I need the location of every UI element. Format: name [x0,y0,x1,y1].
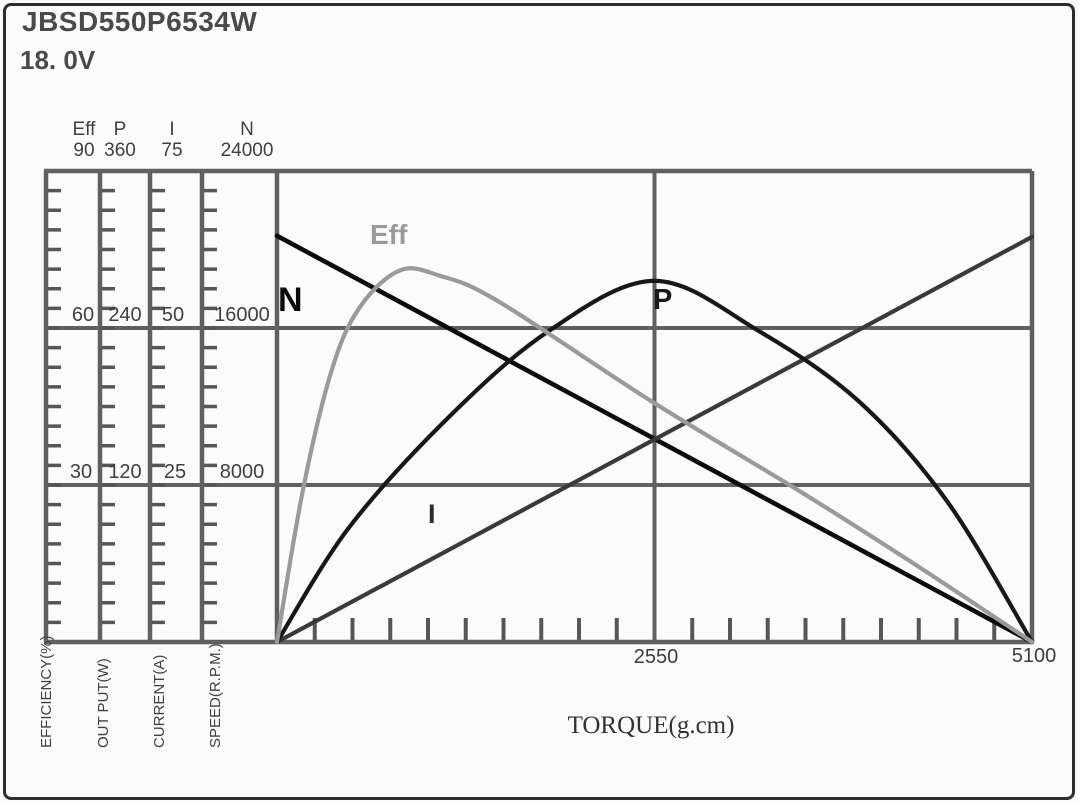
axis-unit-current: CURRENT(A) [151,654,168,748]
curve-label-speed: N [278,281,303,319]
axis-header-speed: N 24000 [202,119,292,161]
axis-header-power: P 360 [75,119,165,161]
axis-name-eff: Eff [72,119,96,140]
axis-name-n: N [240,119,254,140]
curve-i [274,234,1035,645]
tick-label-i-25: 25 [163,461,187,483]
curve-label-efficiency: Eff [370,219,408,250]
axis-header-efficiency: Eff 90 [39,119,129,161]
x-tick-label-2550: 2550 [633,646,679,668]
tick-label-n-16000: 16000 [214,304,270,326]
rated-voltage: 18. 0V [20,45,96,75]
tick-label-eff-60: 60 [71,304,95,326]
axis-header-current: I 75 [127,119,217,161]
axis-unit-speed: SPEED(R.P.M.) [207,643,224,748]
axis-unit-output: OUT PUT(W) [95,658,112,748]
tick-label-i-50: 50 [161,304,185,326]
axis-unit-efficiency: EFFICIENCY(%) [38,635,55,749]
tick-label-eff-30: 30 [69,461,93,483]
tick-label-n-8000: 8000 [219,461,265,483]
curve-label-current: I [428,499,436,529]
tick-label-p-240: 240 [108,304,142,326]
axis-max-i: 75 [161,140,183,161]
curve-p [274,278,1035,645]
axis-max-p: 360 [104,140,136,161]
x-tick-label-5100: 5100 [1011,645,1057,667]
axis-max-eff: 90 [73,140,95,161]
axis-name-i: I [169,119,175,140]
model-number: JBSD550P6534W [22,6,258,37]
curve-eff [274,266,1035,645]
axis-max-n: 24000 [220,140,274,161]
tick-label-p-120: 120 [108,461,142,483]
x-axis-title: TORQUE(g.cm) [567,712,735,739]
curve-label-power: P [653,284,673,316]
axis-name-p: P [113,119,127,140]
